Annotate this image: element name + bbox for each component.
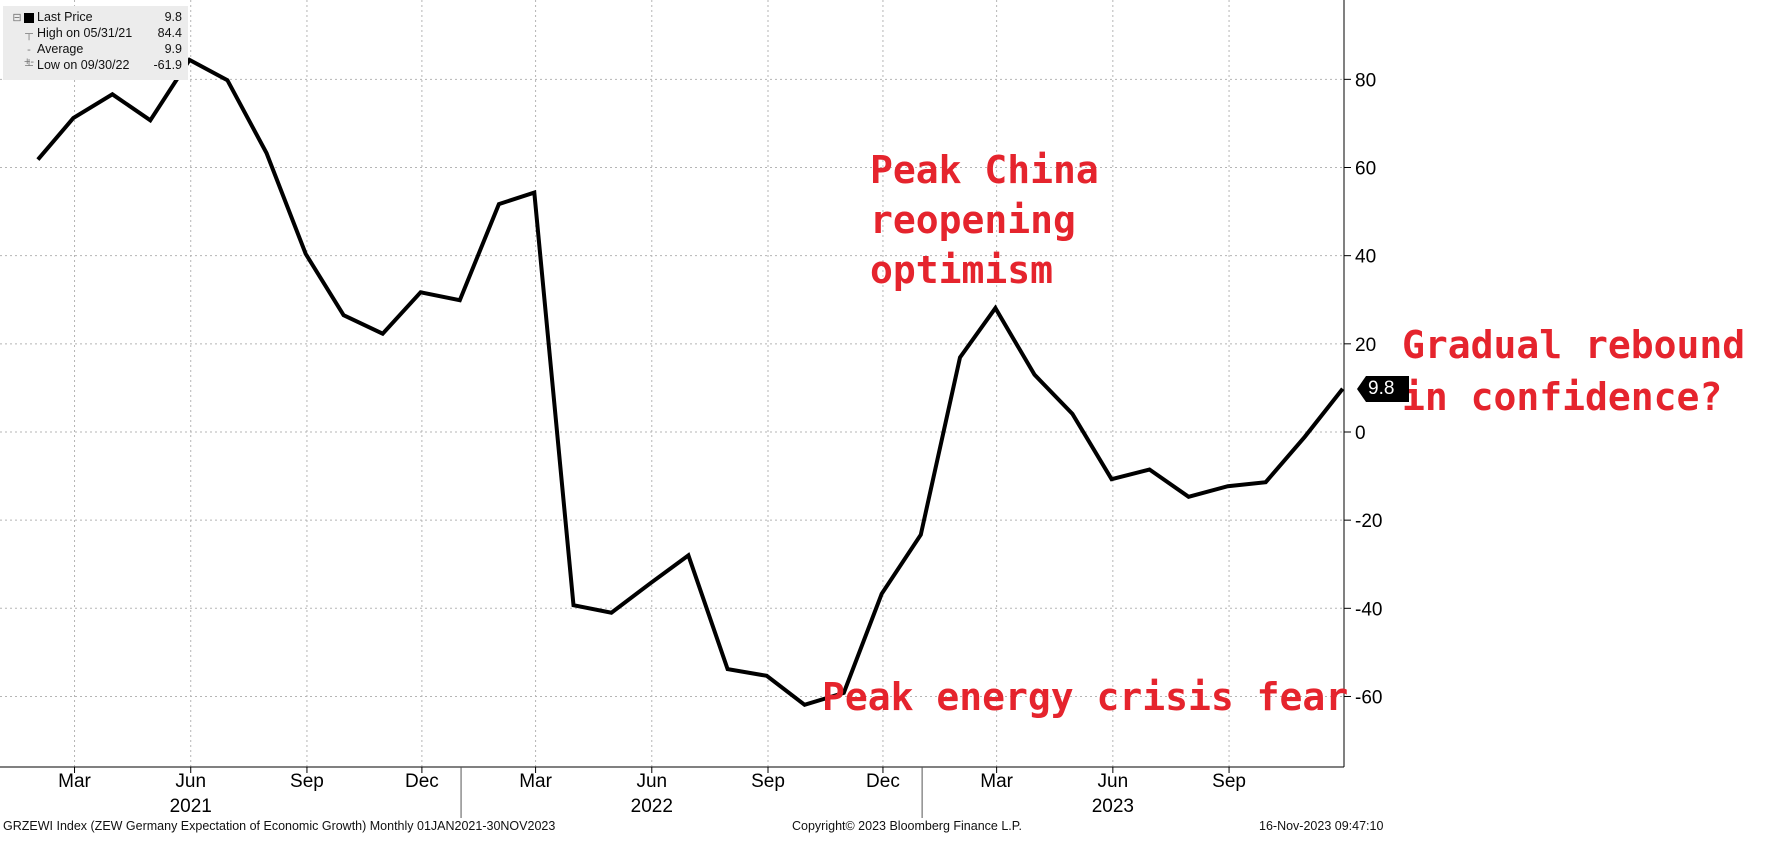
legend-item-low: ┴ Low on 09/30/22 -61.9 <box>3 58 188 74</box>
x-axis-ticks: Mar Jun Sep Dec Mar Jun Sep Dec Mar Jun Sep 2021 202… <box>58 767 1246 818</box>
x-tick-label: Jun <box>636 771 667 792</box>
square-icon: ⊟ <box>12 12 22 24</box>
year-label: 2022 <box>631 796 673 817</box>
annotation-text: Peak China <box>870 148 1099 192</box>
y-tick-label: 0 <box>1355 423 1366 444</box>
x-tick-label: Mar <box>980 771 1013 792</box>
legend-value: 84.4 <box>157 26 182 40</box>
legend-item-average: -+- Average 9.9 <box>3 42 188 68</box>
year-label: 2021 <box>170 796 212 817</box>
average-marker-icon: -+- <box>23 44 35 68</box>
x-tick-label: Jun <box>1098 771 1129 792</box>
x-tick-label: Dec <box>866 771 900 792</box>
x-tick-label: Sep <box>290 771 324 792</box>
x-tick-label: Dec <box>405 771 439 792</box>
legend-label: Last Price <box>37 10 93 24</box>
last-value-tag-shape <box>1357 376 1409 402</box>
y-tick-label: 20 <box>1355 335 1376 356</box>
grid-lines <box>0 0 1344 767</box>
x-tick-label: Sep <box>1212 771 1246 792</box>
annotation-text: reopening <box>870 198 1076 242</box>
footer-copyright: Copyright© 2023 Bloomberg Finance L.P. <box>792 819 1022 833</box>
legend-item-high: ┬ High on 05/31/21 84.4 <box>3 26 188 42</box>
axes <box>0 0 1345 768</box>
year-label: 2023 <box>1092 796 1134 817</box>
legend-value: 9.8 <box>164 10 182 24</box>
y-tick-label: -20 <box>1355 511 1382 532</box>
legend-value: 9.9 <box>164 42 182 56</box>
x-tick-label: Mar <box>519 771 552 792</box>
footer-index-description: GRZEWI Index (ZEW Germany Expectation of… <box>3 819 556 833</box>
y-axis-ticks: -60 -40 -20 0 20 40 60 80 <box>1344 70 1382 708</box>
legend-value: -61.9 <box>153 58 183 72</box>
y-tick-label: 80 <box>1355 70 1376 91</box>
legend-label: Low on 09/30/22 <box>37 58 130 72</box>
legend-label: Average <box>37 42 84 56</box>
y-tick-label: 40 <box>1355 247 1376 268</box>
legend-item-last-price[interactable]: ⊟ Last Price 9.8 <box>3 10 188 26</box>
annotation-text: Peak energy crisis fear <box>822 675 1348 719</box>
low-marker-icon: ┴ <box>25 60 33 72</box>
annotations-layer: Peak China reopening optimism Gradual rebou… <box>822 148 1745 719</box>
x-tick-label: Mar <box>58 771 91 792</box>
series-layer <box>36 57 1345 708</box>
footer-timestamp: 16-Nov-2023 09:47:10 <box>1259 819 1384 833</box>
legend-swatch <box>24 13 34 23</box>
legend-label: High on 05/31/21 <box>37 26 133 40</box>
y-tick-label: -40 <box>1355 599 1382 620</box>
annotation-text: Gradual rebound <box>1402 323 1745 367</box>
annotation-text: optimism <box>870 248 1053 292</box>
high-marker-icon: ┬ <box>25 28 33 40</box>
last-value-label: 9.8 <box>1368 378 1395 399</box>
y-tick-label: -60 <box>1355 687 1382 708</box>
series-line <box>36 57 1345 708</box>
x-tick-label: Jun <box>175 771 206 792</box>
annotation-text: in confidence? <box>1402 375 1722 419</box>
x-tick-label: Sep <box>751 771 785 792</box>
legend: ⊟ Last Price 9.8 ┬ High on 05/31/21 84.4… <box>3 6 188 80</box>
y-tick-label: 60 <box>1355 159 1376 180</box>
